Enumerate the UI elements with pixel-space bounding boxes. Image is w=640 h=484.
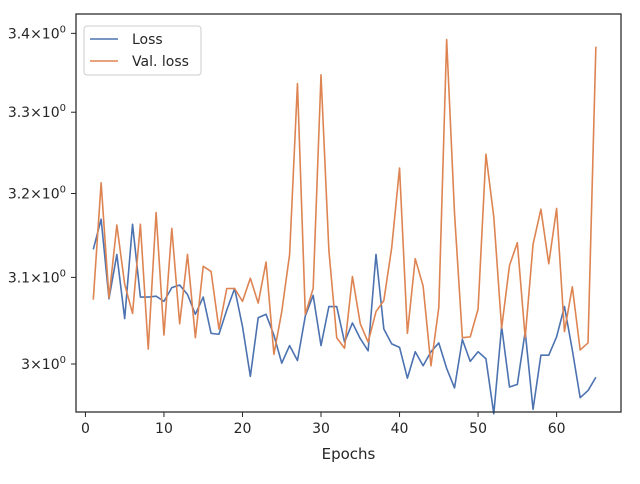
y-tick-label: 3×100 xyxy=(21,355,66,373)
y-tick-label: 3.3×100 xyxy=(8,103,66,121)
x-tick-label: 0 xyxy=(81,421,90,437)
y-tick-label: 3.2×100 xyxy=(8,185,66,203)
x-tick-label: 40 xyxy=(391,421,409,437)
x-tick-label: 50 xyxy=(469,421,487,437)
series-line-val-loss xyxy=(92,38,597,367)
plot-frame xyxy=(75,13,622,413)
legend-label-val-loss: Val. loss xyxy=(132,54,189,70)
x-tick-label: 20 xyxy=(234,421,252,437)
series-layer xyxy=(92,38,597,415)
y-axis-ticks: 3×100 3.1×100 3.2×100 3.3×100 3.4×100 xyxy=(8,24,76,373)
legend-label-loss: Loss xyxy=(132,32,163,48)
x-tick-label: 60 xyxy=(548,421,566,437)
series-line-loss xyxy=(92,218,597,415)
x-tick-label: 10 xyxy=(155,421,173,437)
x-axis-label: Epochs xyxy=(322,445,376,463)
y-tick-label: 3.4×100 xyxy=(8,24,66,42)
x-axis-ticks: 0 10 20 30 40 50 60 xyxy=(81,412,566,437)
x-tick-label: 30 xyxy=(312,421,330,437)
y-tick-label: 3.1×100 xyxy=(8,268,66,286)
legend: Loss Val. loss xyxy=(83,25,202,76)
